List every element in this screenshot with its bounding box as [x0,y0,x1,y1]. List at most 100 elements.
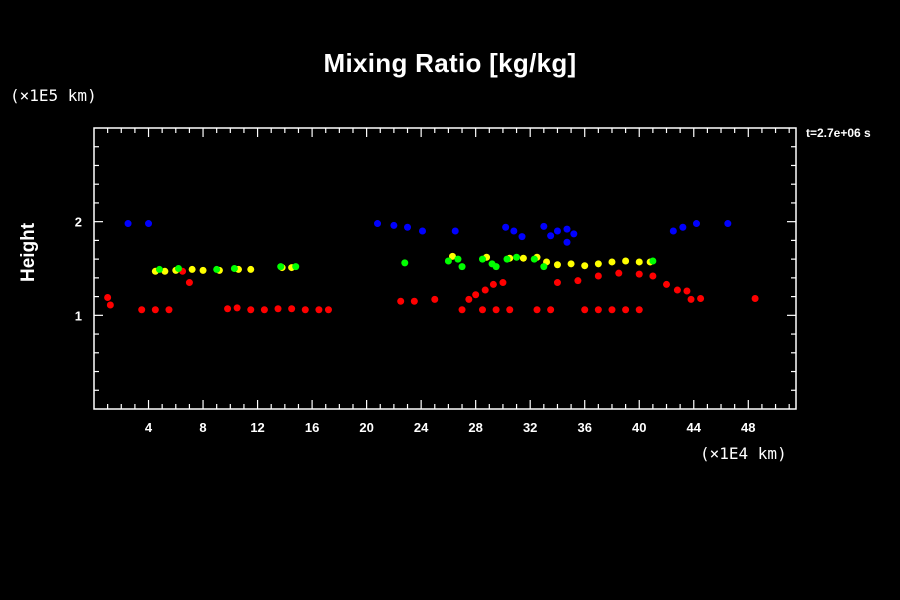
x-tick-label: 16 [305,420,319,435]
data-point [649,257,657,265]
data-point [472,291,480,299]
data-point [635,258,643,266]
data-point [419,227,427,235]
data-point [510,227,518,235]
data-point [431,295,439,303]
data-point [563,225,571,233]
data-point [635,270,643,278]
data-point [458,306,466,314]
data-point [570,230,578,238]
data-point [410,297,418,305]
data-point [448,252,456,260]
data-point [188,265,196,273]
data-point [401,259,409,267]
data-point [104,294,112,302]
data-point [175,265,183,272]
data-point [669,227,677,235]
data-point [492,263,500,271]
data-point [492,306,500,314]
data-point [663,280,671,288]
x-unit-label: (×1E4 km) [700,444,787,463]
data-point [547,232,555,240]
x-tick-label: 44 [687,420,702,435]
data-point [124,220,132,228]
data-point [489,280,497,288]
data-point [458,263,466,271]
x-tick-label: 32 [523,420,537,435]
plot-frame [93,127,797,410]
data-point [324,306,332,314]
data-point [553,227,561,235]
data-point [581,306,589,314]
data-point [673,286,681,294]
x-tick-label: 24 [414,420,429,435]
data-point [594,306,602,314]
data-point [547,306,555,314]
x-tick-label: 4 [145,420,153,435]
data-point [138,306,146,314]
data-point [499,279,507,287]
data-point [608,258,616,266]
data-point [683,287,691,295]
data-point [594,260,602,268]
data-point [199,266,207,274]
data-point [608,306,616,314]
data-point [502,223,510,231]
data-point [553,279,561,287]
data-point [247,265,255,273]
data-point [277,263,285,271]
y-tick-label: 2 [75,215,82,230]
data-point [574,277,582,285]
data-point [679,223,687,231]
data-point [260,306,268,314]
x-tick-label: 28 [468,420,482,435]
data-point [530,255,538,263]
data-point [649,272,657,280]
x-tick-label: 36 [577,420,591,435]
data-point [513,253,521,261]
data-point [540,222,548,230]
data-point [478,306,486,314]
data-point [563,238,571,246]
y-unit-label: (×1E5 km) [10,86,97,105]
data-point [292,263,300,271]
data-point [465,295,473,303]
data-point [503,255,511,263]
x-tick-label: 8 [199,420,206,435]
data-point [106,301,114,309]
data-point [687,295,695,303]
data-point [635,306,643,314]
data-point [274,305,282,313]
data-point [315,306,323,314]
data-point [622,257,630,265]
data-point [724,220,732,228]
data-point [481,286,489,294]
data-point [697,294,705,302]
x-tick-label: 12 [250,420,264,435]
data-point [622,306,630,314]
data-point [519,254,527,262]
x-tick-label: 48 [741,420,755,435]
data-point [594,272,602,280]
data-point [692,220,700,228]
data-point [185,279,193,287]
data-point [478,255,486,263]
data-point [454,255,462,263]
data-point [540,263,548,271]
time-label: t=2.7e+06 s [806,126,871,140]
data-point [288,305,296,313]
data-point [553,261,561,269]
data-point [213,265,221,273]
data-point [751,294,759,302]
data-point [301,306,309,314]
data-point [533,306,541,314]
data-point [165,306,173,314]
data-point [615,269,623,277]
data-point [404,223,412,231]
data-point [233,304,241,312]
data-point [397,297,405,305]
x-tick-label: 40 [632,420,646,435]
data-point [224,305,232,313]
